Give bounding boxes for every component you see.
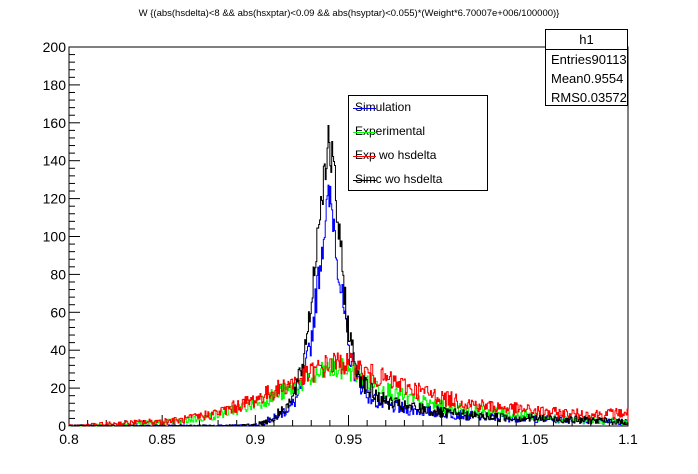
x-tick-label: 0.95 [335, 431, 362, 447]
y-tick-label: 100 [43, 229, 67, 245]
stats-value-entries: 90113 [591, 52, 627, 67]
stats-label-mean: Mean [551, 71, 584, 86]
stats-box: h1 Entries 90113 Mean 0.9554 RMS 0.03572 [545, 29, 628, 106]
series-simc-wo-hsdelta [68, 125, 629, 427]
y-tick-label: 80 [50, 266, 66, 282]
stats-row-rms: RMS 0.03572 [546, 88, 627, 107]
legend-swatch-experimental [353, 132, 376, 133]
legend-entry-simulation: Simulation [349, 99, 487, 115]
stats-title: h1 [546, 30, 627, 50]
y-tick-label: 120 [43, 191, 67, 207]
legend-entry-exp-wo-hsdelta: Exp wo hsdelta [349, 147, 487, 163]
y-tick-label: 200 [43, 39, 67, 55]
legend: Simulation Experimental Exp wo hsdelta S… [348, 95, 488, 191]
legend-swatch-simulation [353, 108, 376, 109]
x-tick-label: 1.1 [618, 431, 638, 447]
legend-label-simulation: Simulation [355, 100, 412, 114]
series-simulation [68, 184, 629, 427]
x-tick-label: 0.8 [59, 431, 79, 447]
y-tick-label: 40 [50, 342, 66, 358]
legend-entry-experimental: Experimental [349, 123, 487, 139]
legend-swatch-simc-wo-hsdelta [353, 180, 376, 181]
x-tick-label: 1 [438, 431, 446, 447]
stats-value-mean: 0.9554 [583, 71, 624, 86]
y-tick-label: 20 [50, 380, 66, 396]
y-tick-label: 160 [43, 115, 67, 131]
legend-swatch-exp-wo-hsdelta [353, 156, 376, 157]
legend-label-experimental: Experimental [355, 124, 426, 138]
series-exp-wo-hsdelta [68, 352, 629, 427]
x-tick-label: 1.05 [521, 431, 548, 447]
stats-row-mean: Mean 0.9554 [546, 69, 627, 88]
y-tick-label: 60 [50, 304, 66, 320]
x-tick-label: 0.85 [149, 431, 176, 447]
legend-entry-simc-wo-hsdelta: Simc wo hsdelta [349, 171, 487, 187]
y-tick-label: 180 [43, 77, 67, 93]
stats-value-rms: 0.03572 [579, 90, 627, 105]
x-tick-label: 0.9 [246, 431, 266, 447]
stats-row-entries: Entries 90113 [546, 50, 627, 69]
legend-label-exp-wo-hsdelta: Exp wo hsdelta [355, 148, 437, 162]
y-tick-label: 0 [58, 418, 66, 434]
stats-label-entries: Entries [551, 52, 592, 67]
chart-title: W {(abs(hsdelta)<8 && abs(hsxptar)<0.09 … [138, 8, 560, 19]
stats-label-rms: RMS [551, 90, 580, 105]
legend-label-simc-wo-hsdelta: Simc wo hsdelta [355, 172, 443, 186]
y-tick-label: 140 [43, 153, 67, 169]
